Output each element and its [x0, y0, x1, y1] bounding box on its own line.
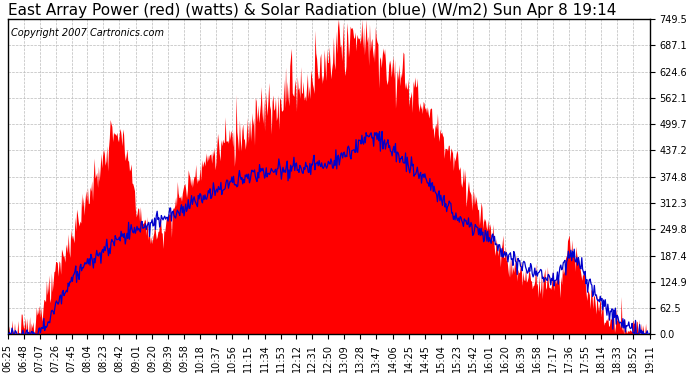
Text: Copyright 2007 Cartronics.com: Copyright 2007 Cartronics.com — [11, 28, 164, 38]
Text: East Array Power (red) (watts) & Solar Radiation (blue) (W/m2) Sun Apr 8 19:14: East Array Power (red) (watts) & Solar R… — [8, 3, 616, 18]
